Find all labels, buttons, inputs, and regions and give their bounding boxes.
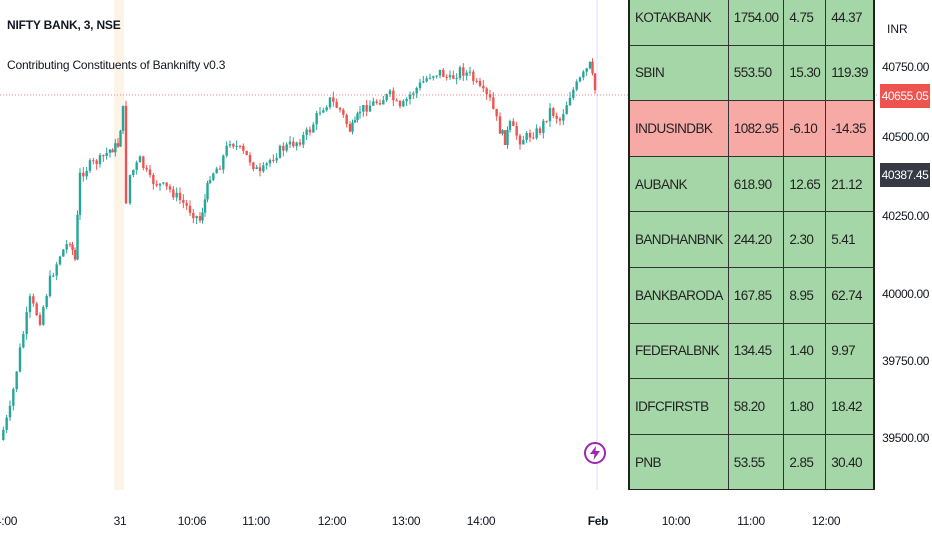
price-tick: 39500.00 (882, 431, 929, 445)
price-tick: 40750.00 (882, 60, 929, 74)
time-tick: 13:00 (391, 514, 421, 528)
contribution-cell: -14.35 (825, 100, 875, 157)
lightning-icon[interactable] (584, 442, 606, 464)
symbol-cell: AUBANK (628, 155, 729, 213)
symbol-title[interactable]: NIFTY BANK, 3, NSE (7, 18, 121, 32)
time-tick: 14:00 (466, 514, 496, 528)
symbol-cell: SBIN (628, 44, 729, 102)
change-cell: -6.10 (783, 100, 827, 157)
symbol-cell: BANKBARODA (628, 266, 729, 324)
contribution-cell: 18.42 (825, 378, 875, 435)
change-cell: 2.85 (783, 433, 827, 491)
time-tick: 10:00 (661, 514, 691, 528)
table-row: AUBANK 618.90 12.65 21.12 (628, 155, 875, 213)
candlestick-chart[interactable] (0, 0, 878, 490)
crosshair-price-badge: 40387.45 (880, 163, 930, 187)
price-axis[interactable]: INR 40750.00 40500.00 40250.00 40000.00 … (878, 0, 932, 490)
price-cell: 167.85 (727, 266, 785, 324)
contribution-cell: 5.41 (825, 211, 875, 268)
price-tick: 40500.00 (882, 130, 929, 144)
table-row: BANDHANBNK 244.20 2.30 5.41 (628, 211, 875, 268)
price-cell: 618.90 (727, 155, 785, 213)
table-row: INDUSINDBK 1082.95 -6.10 -14.35 (628, 100, 875, 157)
time-tick: 31 (113, 514, 127, 528)
currency-label: INR (887, 22, 908, 36)
change-cell: 4.75 (783, 0, 827, 46)
constituents-table: KOTAKBANK 1754.00 4.75 44.37 SBIN 553.50 15.30… (628, 0, 875, 492)
change-cell: 12.65 (783, 155, 827, 213)
contribution-cell: 9.97 (825, 322, 875, 380)
price-tick: 39750.00 (882, 354, 929, 368)
table-row: KOTAKBANK 1754.00 4.75 44.37 (628, 0, 875, 46)
price-tick: 40000.00 (882, 287, 929, 301)
price-cell: 58.20 (727, 378, 785, 435)
contribution-cell: 21.12 (825, 155, 875, 213)
contribution-cell: 119.39 (825, 44, 875, 102)
chart-pane[interactable]: NIFTY BANK, 3, NSE Contributing Constitu… (0, 0, 878, 492)
price-tick: 40250.00 (882, 209, 929, 223)
contribution-cell: 44.37 (825, 0, 875, 46)
symbol-cell: INDUSINDBK (628, 100, 729, 157)
price-cell: 53.55 (727, 433, 785, 491)
symbol-cell: FEDERALBNK (628, 322, 729, 380)
time-tick: 12:00 (317, 514, 347, 528)
time-tick: 4:00 (0, 514, 18, 528)
table-row: PNB 53.55 2.85 30.40 (628, 433, 875, 491)
change-cell: 1.40 (783, 322, 827, 380)
price-cell: 134.45 (727, 322, 785, 380)
table-row: IDFCFIRSTB 58.20 1.80 18.42 (628, 378, 875, 435)
contribution-cell: 30.40 (825, 433, 875, 491)
symbol-cell: PNB (628, 433, 729, 491)
table-row: BANKBARODA 167.85 8.95 62.74 (628, 266, 875, 324)
time-tick: Feb (587, 514, 609, 528)
change-cell: 8.95 (783, 266, 827, 324)
indicator-title[interactable]: Contributing Constituents of Banknifty v… (7, 58, 226, 72)
symbol-cell: IDFCFIRSTB (628, 378, 729, 435)
time-tick: 12:00 (811, 514, 841, 528)
contribution-cell: 62.74 (825, 266, 875, 324)
price-cell: 1754.00 (727, 0, 785, 46)
time-axis[interactable]: 4:00 31 10:06 11:00 12:00 13:00 14:00 Fe… (0, 490, 932, 550)
time-tick: 10:06 (177, 514, 207, 528)
time-tick: 11:00 (242, 514, 270, 528)
symbol-cell: BANDHANBNK (628, 211, 729, 268)
change-cell: 1.80 (783, 378, 827, 435)
current-price-badge: 40655.05 (880, 84, 930, 108)
price-cell: 1082.95 (727, 100, 785, 157)
table-row: SBIN 553.50 15.30 119.39 (628, 44, 875, 102)
price-cell: 553.50 (727, 44, 785, 102)
table-row: FEDERALBNK 134.45 1.40 9.97 (628, 322, 875, 380)
symbol-cell: KOTAKBANK (628, 0, 729, 46)
change-cell: 2.30 (783, 211, 827, 268)
time-tick: 11:00 (737, 514, 765, 528)
change-cell: 15.30 (783, 44, 827, 102)
price-cell: 244.20 (727, 211, 785, 268)
